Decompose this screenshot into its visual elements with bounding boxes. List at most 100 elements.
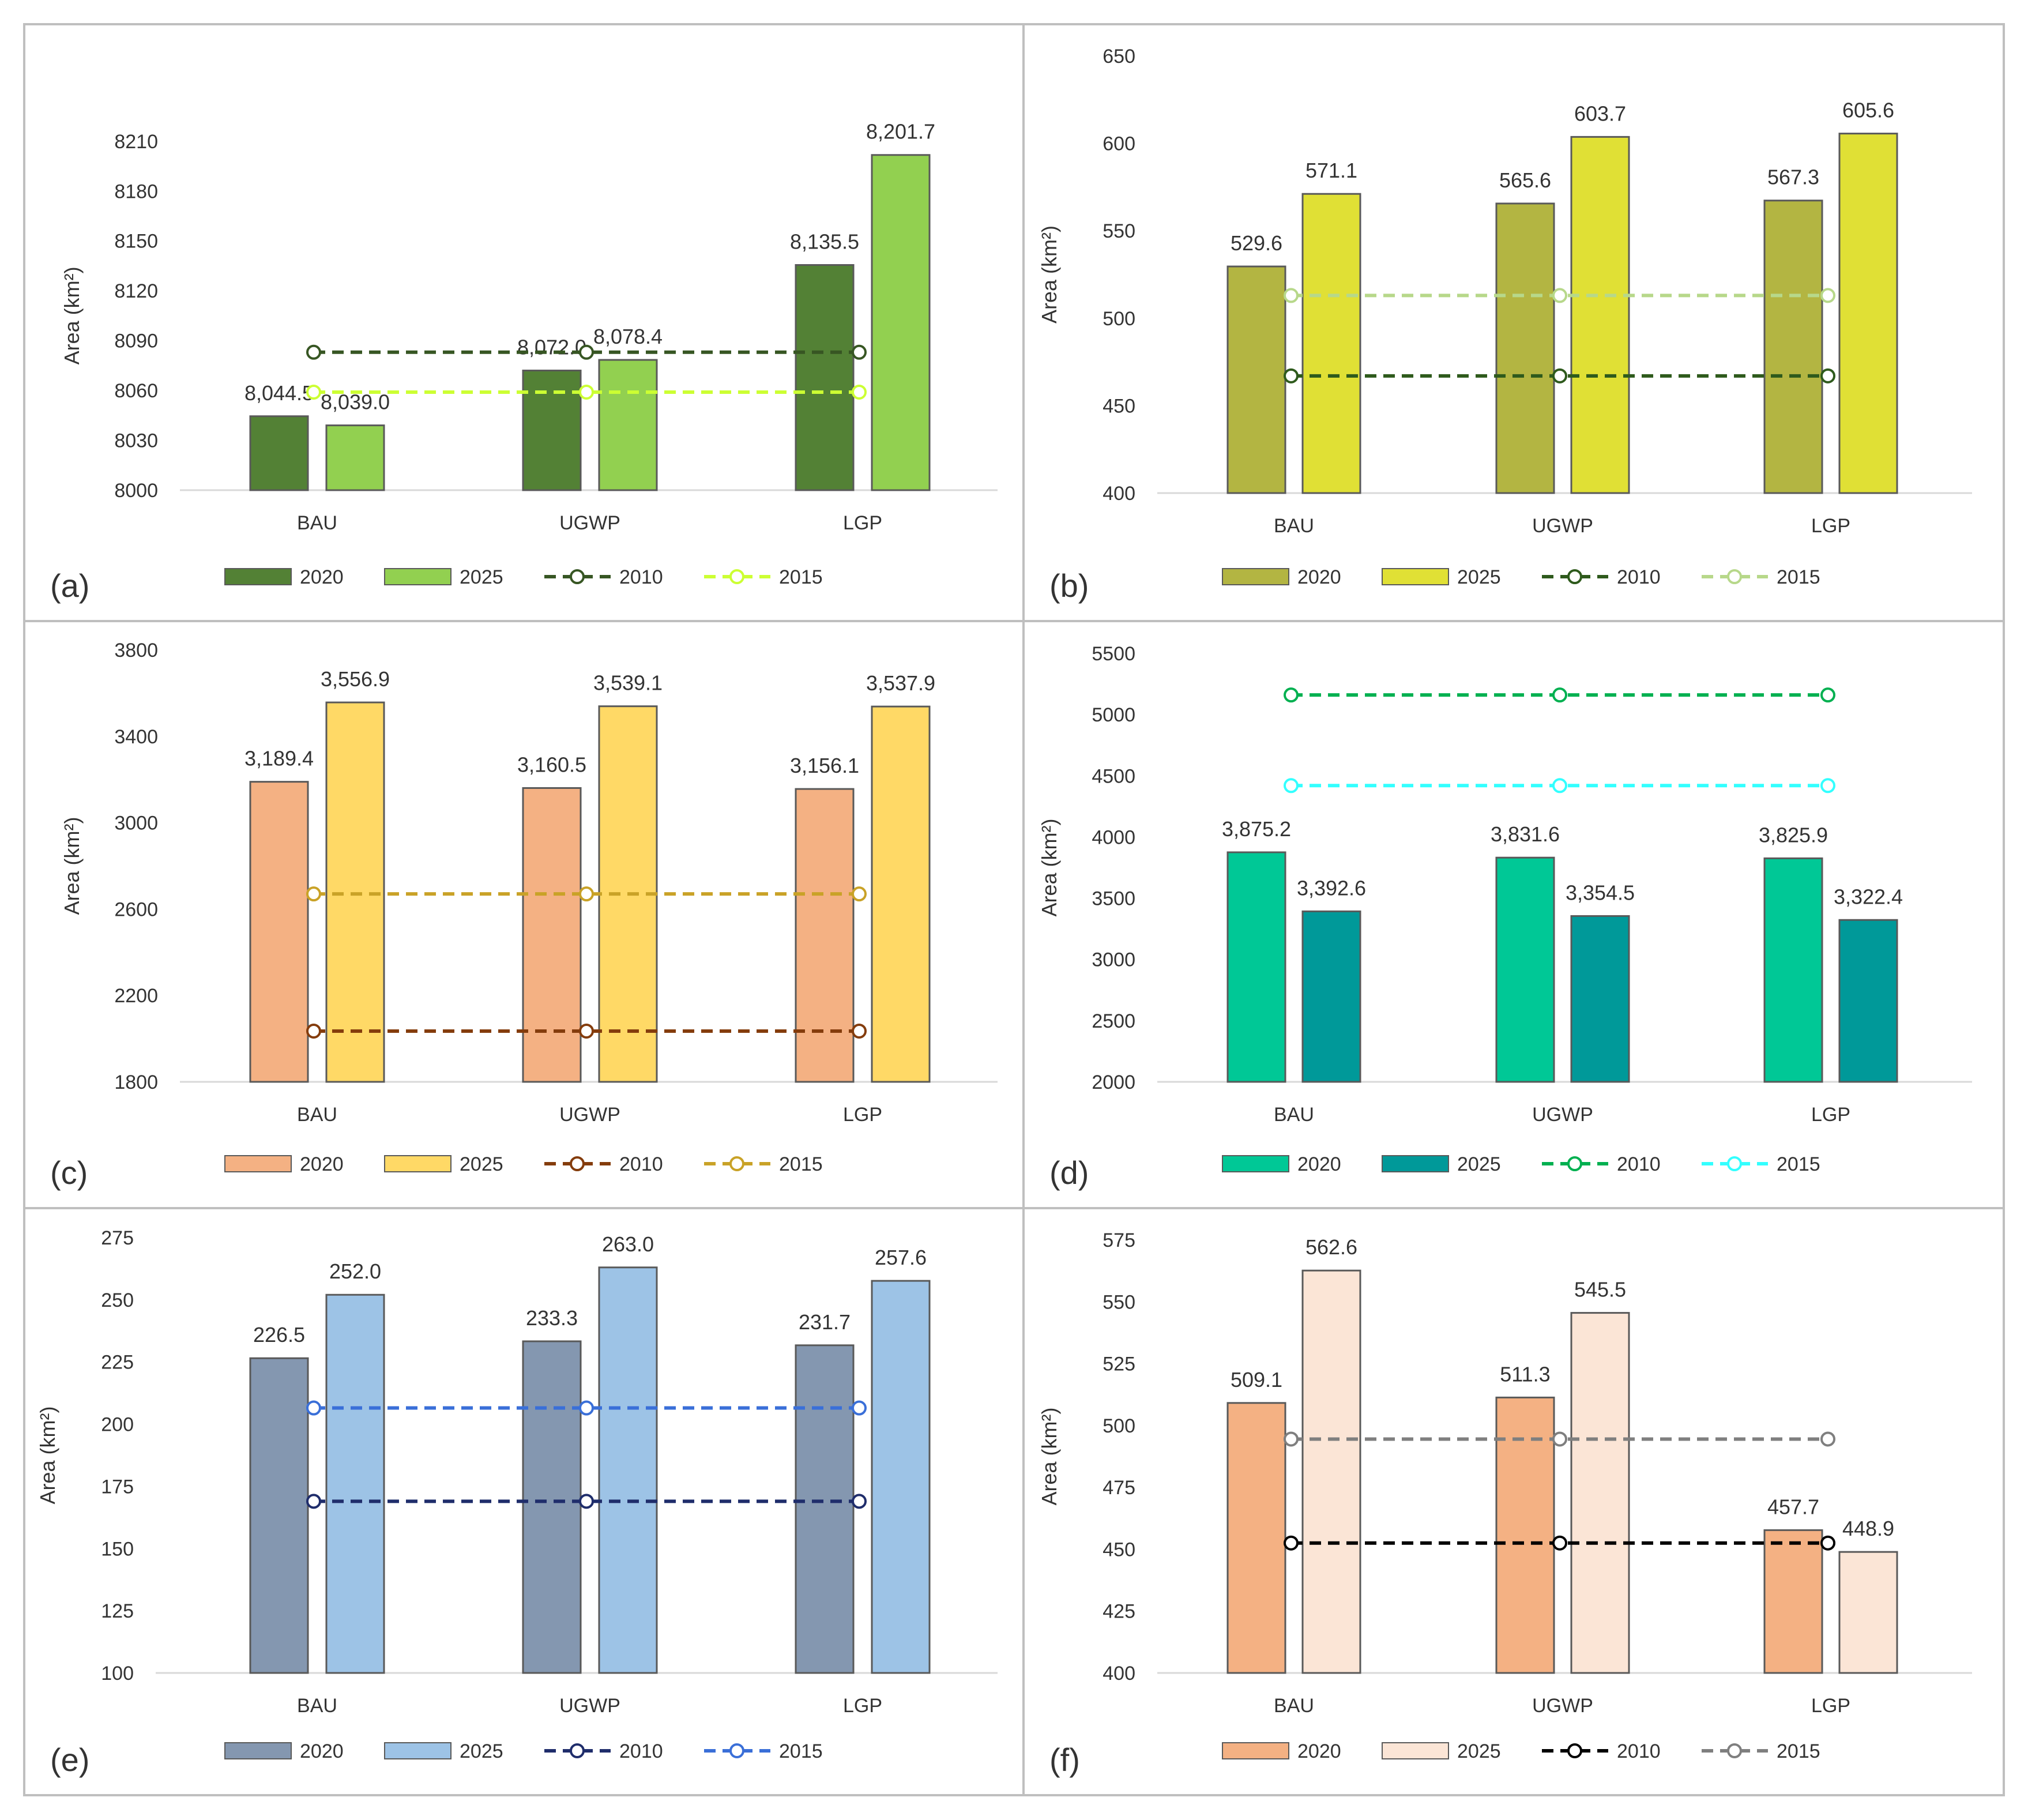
line-marker: [1820, 687, 1835, 703]
legend-label: 2020: [300, 1153, 344, 1175]
legend-label: 2025: [1457, 1153, 1501, 1175]
x-tick-label: UGWP: [1532, 515, 1593, 537]
y-axis-label: Area (km²): [60, 266, 84, 364]
legend-swatch: [224, 568, 292, 585]
line-marker: [852, 384, 867, 400]
legend-swatch: [384, 568, 451, 585]
legend-swatch: [384, 1155, 451, 1172]
legend-label: 2020: [300, 566, 344, 588]
y-tick-label: 275: [101, 1227, 134, 1249]
legend-label: 2010: [619, 1740, 663, 1762]
x-tick-label: LGP: [843, 1104, 882, 1126]
data-label: 8,201.7: [866, 120, 935, 144]
x-tick-label: UGWP: [559, 512, 620, 534]
y-tick-label: 450: [1103, 395, 1135, 417]
data-label: 231.7: [799, 1310, 851, 1334]
bar: [1226, 851, 1286, 1083]
legend-swatch: [384, 1742, 451, 1759]
y-axis-label: Area (km²): [60, 817, 84, 915]
legend-label: 2025: [460, 1740, 503, 1762]
y-tick-label: 4000: [1092, 826, 1135, 848]
bar: [871, 705, 931, 1083]
panel-label: (b): [1049, 567, 1089, 604]
x-tick-label: UGWP: [1532, 1104, 1593, 1126]
line-marker: [852, 1023, 867, 1039]
bar: [1301, 193, 1361, 494]
line-marker: [1820, 778, 1835, 794]
legend-marker: [729, 569, 744, 584]
legend-swatch: [224, 1155, 292, 1172]
y-tick-label: 8180: [114, 181, 158, 202]
x-tick-label: BAU: [1274, 1695, 1314, 1717]
y-tick-label: 550: [1103, 220, 1135, 242]
line-marker: [1820, 288, 1835, 303]
y-tick-label: 525: [1103, 1353, 1135, 1375]
data-label: 562.6: [1305, 1235, 1357, 1259]
y-axis-label: Area (km²): [1037, 225, 1061, 324]
y-tick-label: 8150: [114, 231, 158, 253]
y-tick-label: 8120: [114, 280, 158, 302]
y-tick-label: 500: [1103, 1415, 1135, 1437]
legend-label: 2020: [1297, 566, 1341, 588]
bar: [325, 424, 385, 491]
data-label: 8,135.5: [790, 230, 859, 254]
data-label: 3,392.6: [1297, 876, 1366, 900]
y-axis-label: Area (km²): [36, 1407, 59, 1505]
y-tick-label: 8090: [114, 330, 158, 352]
y-tick-label: 425: [1103, 1601, 1135, 1623]
legend-label: 2020: [1297, 1740, 1341, 1762]
line-marker: [852, 344, 867, 360]
line-marker: [306, 1023, 321, 1039]
data-label: 257.6: [875, 1246, 927, 1269]
line-marker: [1820, 1431, 1835, 1447]
y-tick-label: 2200: [114, 985, 158, 1007]
data-label: 603.7: [1574, 101, 1626, 125]
bar: [598, 1266, 658, 1674]
y-tick-label: 2000: [1092, 1071, 1135, 1093]
bar: [871, 154, 931, 491]
bar: [249, 1357, 309, 1674]
legend-swatch: [1382, 1742, 1449, 1759]
x-tick-label: UGWP: [559, 1695, 620, 1717]
line-marker: [1820, 368, 1835, 383]
line-marker: [306, 344, 321, 360]
y-tick-label: 4500: [1092, 765, 1135, 787]
legend-label: 2010: [1617, 1740, 1661, 1762]
line-marker: [1552, 368, 1567, 383]
bar: [1301, 910, 1361, 1083]
data-label: 8,072.0: [517, 336, 586, 359]
data-label: 3,537.9: [866, 671, 935, 695]
data-label: 3,354.5: [1566, 881, 1635, 904]
y-tick-label: 125: [101, 1600, 134, 1622]
x-tick-label: LGP: [1811, 1104, 1850, 1126]
legend-label: 2025: [460, 566, 503, 588]
legend-label: 2025: [1457, 1740, 1501, 1762]
panel-label: (f): [1049, 1742, 1080, 1778]
legend-marker: [1727, 1156, 1742, 1171]
line-marker: [1284, 1431, 1299, 1447]
line-marker: [1552, 687, 1567, 703]
legend-swatch: [1222, 1155, 1289, 1172]
legend-swatch: [1222, 568, 1289, 585]
data-label: 3,539.1: [593, 671, 663, 695]
x-tick-label: LGP: [843, 512, 882, 534]
y-tick-label: 3000: [114, 813, 158, 834]
y-tick-label: 8210: [114, 131, 158, 153]
line-marker: [579, 344, 594, 360]
data-label: 3,156.1: [790, 754, 859, 777]
line-marker: [579, 1400, 594, 1416]
panel-border: [1022, 1207, 2005, 1796]
data-label: 571.1: [1305, 159, 1357, 182]
y-tick-label: 550: [1103, 1291, 1135, 1313]
data-label: 567.3: [1767, 166, 1819, 189]
panel-label: (d): [1049, 1155, 1089, 1191]
legend-label: 2025: [460, 1153, 503, 1175]
panel-label: (c): [50, 1155, 88, 1191]
x-tick-label: BAU: [297, 1695, 337, 1717]
line-marker: [1820, 1535, 1835, 1551]
legend-marker: [1727, 1743, 1742, 1758]
y-tick-label: 100: [101, 1663, 134, 1684]
legend-label: 2020: [300, 1740, 344, 1762]
y-axis-label: Area (km²): [1037, 819, 1061, 917]
